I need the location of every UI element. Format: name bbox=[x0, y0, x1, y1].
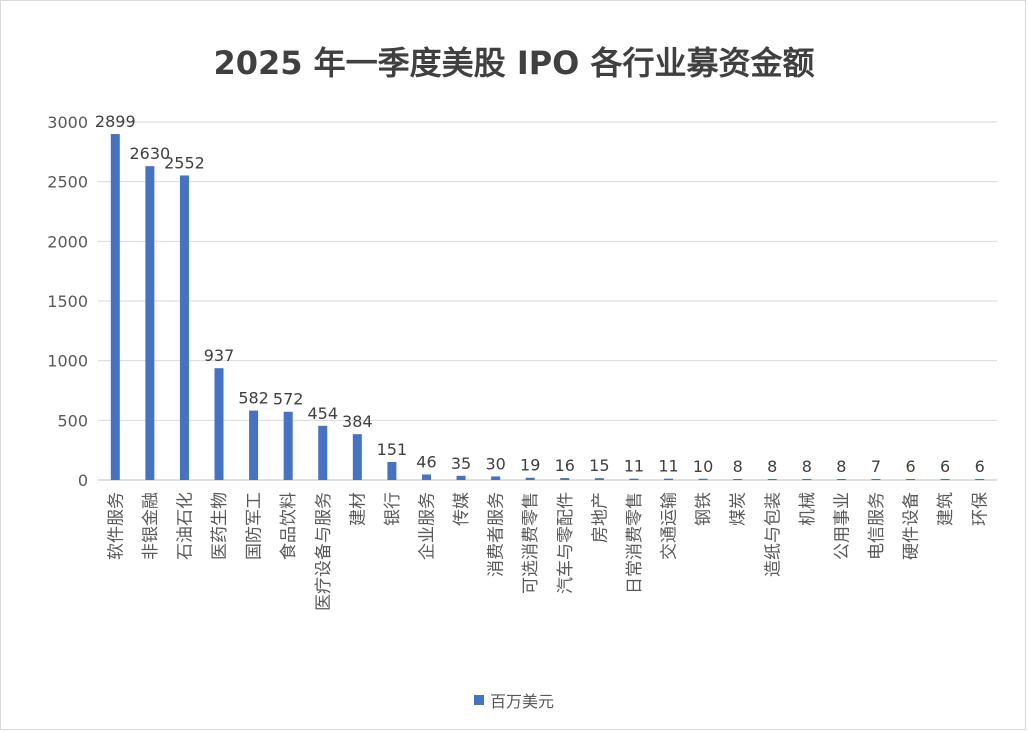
data-label: 582 bbox=[238, 389, 269, 408]
bar bbox=[110, 134, 120, 480]
legend: 百万美元 bbox=[0, 688, 1028, 712]
bar bbox=[940, 479, 950, 480]
x-tick-label: 非银金融 bbox=[141, 492, 161, 560]
y-tick-label: 1000 bbox=[47, 352, 88, 371]
y-tick-label: 0 bbox=[78, 471, 88, 490]
bar bbox=[664, 478, 674, 480]
x-tick-label: 电信服务 bbox=[867, 492, 887, 560]
x-tick-label: 建材 bbox=[348, 492, 368, 526]
x-tick-label: 造纸与包装 bbox=[763, 492, 783, 577]
bar bbox=[283, 411, 293, 480]
x-tick-label: 石油石化 bbox=[175, 492, 195, 560]
y-tick-label: 1500 bbox=[47, 292, 88, 311]
bar bbox=[525, 477, 535, 480]
data-label: 30 bbox=[485, 454, 505, 473]
bar bbox=[975, 479, 985, 480]
x-tick-label: 食品饮料 bbox=[279, 492, 299, 560]
bar bbox=[836, 479, 846, 480]
x-tick-label: 建筑 bbox=[936, 492, 956, 526]
x-tick-label: 传媒 bbox=[452, 492, 472, 526]
data-label: 2899 bbox=[95, 112, 136, 131]
x-tick-label: 消费者服务 bbox=[487, 492, 507, 577]
bar bbox=[871, 479, 881, 480]
data-label: 572 bbox=[273, 390, 304, 409]
bar bbox=[560, 478, 570, 480]
data-label: 16 bbox=[555, 456, 575, 475]
x-tick-label: 硬件设备 bbox=[902, 492, 922, 560]
data-label: 937 bbox=[204, 346, 235, 365]
y-tick-label: 3000 bbox=[47, 113, 88, 132]
bar bbox=[733, 479, 743, 480]
bar bbox=[594, 478, 604, 480]
data-label: 35 bbox=[451, 454, 471, 473]
y-tick-label: 2000 bbox=[47, 232, 88, 251]
legend-label: 百万美元 bbox=[489, 692, 554, 711]
bar bbox=[214, 368, 224, 480]
data-label: 46 bbox=[416, 453, 436, 472]
data-label: 11 bbox=[624, 457, 644, 476]
x-tick-label: 煤炭 bbox=[729, 492, 749, 526]
x-tick-label: 环保 bbox=[971, 492, 991, 526]
bar bbox=[491, 476, 501, 480]
data-label: 151 bbox=[377, 440, 408, 459]
x-tick-label: 公用事业 bbox=[832, 492, 852, 560]
data-label: 8 bbox=[836, 457, 846, 476]
data-label: 454 bbox=[307, 404, 338, 423]
y-tick-label: 500 bbox=[57, 411, 88, 430]
y-tick-label: 2500 bbox=[47, 173, 88, 192]
data-label: 384 bbox=[342, 412, 373, 431]
data-label: 2630 bbox=[130, 144, 171, 163]
legend-swatch bbox=[473, 695, 484, 705]
x-tick-label: 医药生物 bbox=[210, 492, 230, 560]
data-label: 6 bbox=[975, 457, 985, 476]
data-label: 6 bbox=[905, 457, 915, 476]
x-tick-label: 国防军工 bbox=[245, 492, 265, 560]
data-label: 2552 bbox=[164, 153, 205, 172]
bar bbox=[318, 425, 328, 480]
data-label: 7 bbox=[871, 457, 881, 476]
bar bbox=[629, 478, 639, 480]
x-tick-label: 软件服务 bbox=[106, 492, 126, 560]
data-label: 8 bbox=[767, 457, 777, 476]
x-tick-label: 钢铁 bbox=[694, 492, 714, 526]
x-tick-label: 企业服务 bbox=[417, 492, 437, 560]
x-tick-label: 机械 bbox=[798, 492, 818, 526]
bar bbox=[352, 434, 362, 480]
x-tick-label: 房地产 bbox=[590, 492, 610, 543]
chart-title: 2025 年一季度美股 IPO 各行业募资金额 bbox=[213, 44, 815, 82]
bar bbox=[387, 461, 397, 480]
bar bbox=[421, 474, 431, 480]
bar bbox=[906, 479, 916, 480]
bar bbox=[767, 479, 777, 480]
bar bbox=[179, 175, 189, 480]
data-label: 6 bbox=[940, 457, 950, 476]
x-tick-label: 医疗设备与服务 bbox=[314, 492, 334, 611]
data-label: 11 bbox=[658, 457, 678, 476]
bar bbox=[249, 410, 259, 480]
x-tick-label: 银行 bbox=[383, 492, 403, 526]
data-label: 10 bbox=[693, 457, 713, 476]
x-tick-label: 汽车与零配件 bbox=[556, 492, 576, 594]
bar bbox=[456, 475, 466, 480]
bar bbox=[145, 166, 155, 481]
bar bbox=[698, 478, 708, 480]
data-label: 19 bbox=[520, 456, 540, 475]
data-label: 8 bbox=[802, 457, 812, 476]
x-tick-label: 可选消费零售 bbox=[521, 492, 541, 594]
x-tick-label: 日常消费零售 bbox=[625, 492, 645, 594]
bar bbox=[802, 479, 812, 480]
x-tick-label: 交通运输 bbox=[660, 492, 680, 560]
data-label: 8 bbox=[733, 457, 743, 476]
data-label: 15 bbox=[589, 456, 609, 475]
